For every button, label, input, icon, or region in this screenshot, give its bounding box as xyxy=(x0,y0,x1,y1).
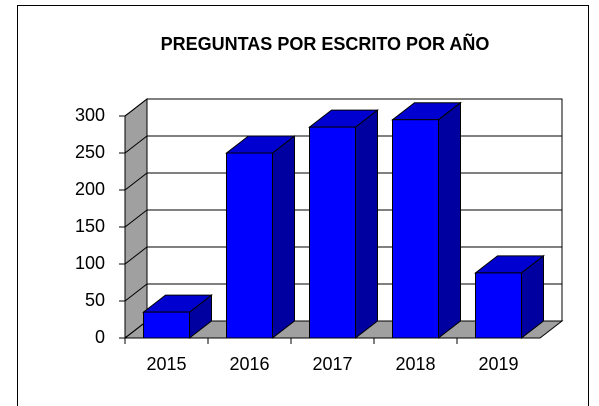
bar xyxy=(226,152,273,339)
x-tick-label: 2015 xyxy=(146,354,186,374)
bar-side xyxy=(355,109,378,340)
y-tick-label: 250 xyxy=(75,142,105,162)
x-tick-label: 2016 xyxy=(229,354,269,374)
y-tick-label: 150 xyxy=(75,216,105,236)
y-tick-label: 100 xyxy=(75,253,105,273)
x-tick-label: 2019 xyxy=(478,354,518,374)
bar xyxy=(475,272,522,339)
bar xyxy=(392,119,439,339)
x-tick-label: 2017 xyxy=(312,354,352,374)
grid-line xyxy=(124,98,562,117)
bar xyxy=(143,311,190,339)
bar-side xyxy=(438,101,461,340)
y-tick-label: 200 xyxy=(75,179,105,199)
bar-side xyxy=(272,134,295,340)
y-tick-label: 0 xyxy=(95,327,105,347)
y-tick-label: 300 xyxy=(75,105,105,125)
y-tick-label: 50 xyxy=(85,290,105,310)
chart-frame xyxy=(17,5,589,406)
bar xyxy=(309,126,356,339)
x-tick-label: 2018 xyxy=(395,354,435,374)
chart-title: PREGUNTAS POR ESCRITO POR AÑO xyxy=(161,33,490,54)
